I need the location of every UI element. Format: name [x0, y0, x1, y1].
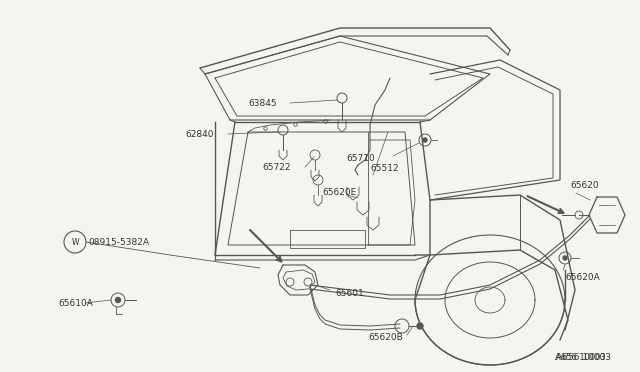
Text: 65601: 65601	[335, 289, 364, 298]
Text: 65610A: 65610A	[58, 298, 93, 308]
Text: 65620B: 65620B	[368, 334, 403, 343]
Circle shape	[563, 256, 567, 260]
Circle shape	[417, 323, 423, 329]
Text: 65512: 65512	[370, 164, 399, 173]
Text: A656 10003: A656 10003	[556, 353, 611, 362]
Text: 62840: 62840	[185, 129, 214, 138]
Circle shape	[423, 138, 427, 142]
Text: 63845: 63845	[248, 99, 276, 108]
Circle shape	[115, 298, 120, 302]
Text: 08915-5382A: 08915-5382A	[88, 237, 149, 247]
Text: W: W	[71, 237, 79, 247]
Text: 65620: 65620	[570, 180, 598, 189]
Text: 65710: 65710	[346, 154, 375, 163]
Text: A656 10003: A656 10003	[555, 353, 605, 362]
Text: 65620A: 65620A	[565, 273, 600, 282]
Text: 65620E: 65620E	[322, 187, 356, 196]
Text: 65722: 65722	[262, 163, 291, 171]
